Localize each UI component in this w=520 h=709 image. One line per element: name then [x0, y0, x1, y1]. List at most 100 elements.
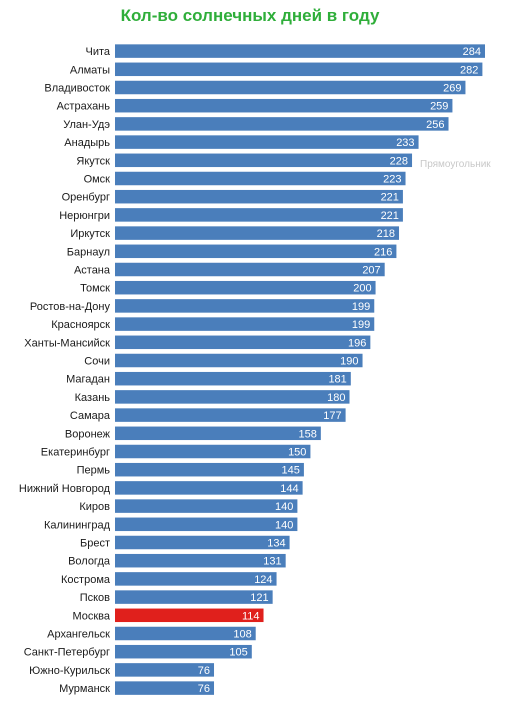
value-label: 134	[267, 538, 285, 550]
bar	[115, 62, 483, 77]
category-label: Улан-Удэ	[63, 119, 110, 131]
bar	[115, 317, 375, 331]
value-label: 221	[381, 192, 399, 204]
value-label: 256	[426, 119, 444, 131]
category-label: Оренбург	[62, 192, 110, 204]
bar	[115, 608, 264, 623]
category-label: Ростов-на-Дону	[30, 301, 111, 313]
category-label: Нижний Новгород	[19, 483, 111, 495]
bar	[115, 517, 298, 532]
value-label: 259	[430, 101, 448, 113]
bar	[115, 590, 273, 604]
value-label: 221	[381, 210, 399, 222]
category-label: Владивосток	[44, 83, 110, 95]
category-label: Омск	[84, 174, 111, 186]
category-label: Астрахань	[57, 101, 111, 113]
bar	[115, 44, 485, 58]
value-label: 269	[443, 83, 461, 95]
value-label: 181	[328, 374, 346, 386]
bar	[115, 408, 346, 422]
category-label: Самара	[70, 410, 111, 422]
category-label: Брест	[80, 538, 110, 550]
category-label: Санкт-Петербург	[24, 647, 110, 659]
value-label: 140	[275, 501, 293, 513]
category-label: Москва	[72, 610, 110, 622]
bar	[115, 663, 215, 677]
bar	[115, 390, 350, 404]
category-label: Киров	[79, 501, 110, 513]
category-label: Магадан	[66, 374, 110, 386]
value-label: 105	[229, 647, 247, 659]
value-label: 150	[288, 447, 306, 459]
value-label: 177	[323, 410, 341, 422]
category-label: Южно-Курильск	[29, 665, 110, 677]
bar	[115, 208, 403, 222]
bar	[115, 262, 385, 277]
bar	[115, 244, 397, 259]
bar	[115, 462, 304, 477]
bar	[115, 426, 321, 441]
bar	[115, 299, 375, 313]
bar	[115, 644, 252, 659]
category-label: Вологда	[68, 556, 111, 568]
value-label: 180	[327, 392, 345, 404]
bar	[115, 98, 453, 113]
category-label: Томск	[80, 283, 110, 295]
value-label: 124	[254, 574, 272, 586]
value-label: 223	[383, 174, 401, 186]
category-label: Якутск	[76, 155, 110, 167]
value-label: 140	[275, 519, 293, 531]
value-label: 200	[353, 283, 371, 295]
value-label: 158	[298, 428, 316, 440]
value-label: 121	[250, 592, 268, 604]
bar	[115, 553, 286, 568]
bar	[115, 80, 466, 95]
value-label: 218	[377, 228, 395, 240]
value-label: 228	[390, 155, 408, 167]
category-label: Воронеж	[65, 428, 111, 440]
category-label: Псков	[80, 592, 110, 604]
bar	[115, 444, 311, 459]
value-label: 76	[198, 683, 210, 695]
category-label: Мурманск	[59, 683, 110, 695]
value-label: 131	[263, 556, 281, 568]
bar	[115, 280, 376, 295]
category-label: Сочи	[84, 356, 110, 368]
category-label: Екатеринбург	[41, 447, 110, 459]
value-label: 144	[280, 483, 298, 495]
bar	[115, 535, 290, 550]
bar	[115, 117, 449, 131]
bar	[115, 371, 351, 386]
bar	[115, 171, 406, 186]
value-label: 284	[463, 46, 481, 58]
bar	[115, 226, 400, 240]
category-label: Казань	[75, 392, 111, 404]
value-label: 199	[352, 319, 370, 331]
value-label: 145	[282, 465, 300, 477]
bar	[115, 499, 298, 513]
category-label: Анадырь	[64, 137, 110, 149]
category-label: Кострома	[61, 574, 111, 586]
value-label: 207	[362, 265, 380, 277]
category-label: Калининград	[44, 519, 111, 531]
bar	[115, 572, 277, 586]
shape-tooltip: Прямоугольник	[420, 159, 491, 170]
bar	[115, 681, 215, 695]
category-label: Ханты-Мансийск	[24, 337, 110, 349]
bar	[115, 335, 371, 350]
category-label: Нерюнгри	[59, 210, 110, 222]
category-label: Барнаул	[67, 246, 110, 258]
value-label: 190	[340, 356, 358, 368]
category-label: Алматы	[70, 64, 110, 76]
value-label: 196	[348, 337, 366, 349]
chart-title: Кол-во солнечных дней в году	[120, 6, 380, 25]
value-label: 76	[198, 665, 210, 677]
value-label: 233	[396, 137, 414, 149]
bar	[115, 153, 413, 168]
category-label: Чита	[85, 46, 110, 58]
bar	[115, 626, 256, 641]
bar	[115, 189, 403, 204]
category-label: Красноярск	[51, 319, 110, 331]
category-label: Иркутск	[70, 228, 110, 240]
